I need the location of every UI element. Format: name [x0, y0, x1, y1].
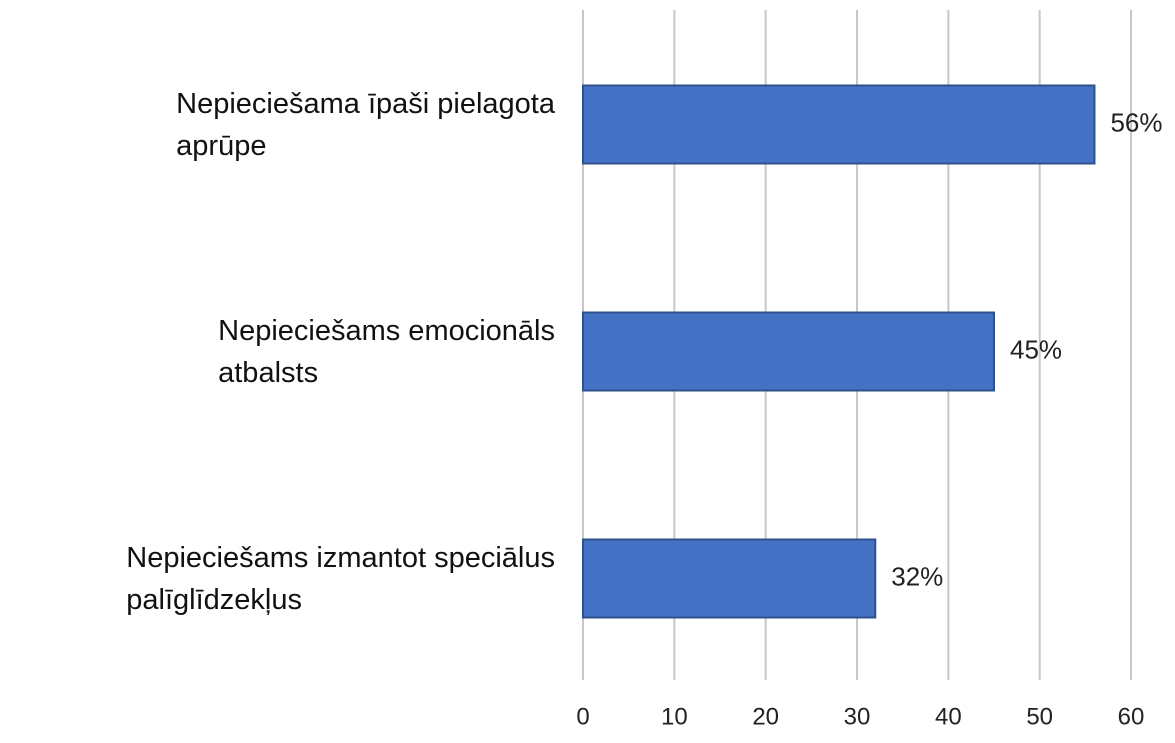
value-label: 32% — [891, 561, 943, 591]
y-tick-label: Nepieciešams emocionāls atbalsts — [218, 314, 555, 389]
x-tick-label: 10 — [661, 703, 688, 730]
y-tick-label: Nepieciešams izmantot speciālus palīglīd… — [126, 541, 555, 616]
value-label: 45% — [1010, 334, 1062, 364]
bar — [582, 538, 877, 619]
x-tick-label: 30 — [844, 703, 871, 730]
x-tick-label: 50 — [1026, 703, 1053, 730]
bar — [582, 311, 995, 392]
x-tick-label: 60 — [1118, 703, 1145, 730]
value-label: 56% — [1110, 107, 1162, 137]
x-tick-label: 0 — [576, 703, 589, 730]
x-tick-label: 40 — [935, 703, 962, 730]
y-tick-label: Nepieciešama īpaši pielagota aprūpe — [176, 87, 555, 162]
x-tick-label: 20 — [752, 703, 779, 730]
bar — [582, 84, 1096, 165]
